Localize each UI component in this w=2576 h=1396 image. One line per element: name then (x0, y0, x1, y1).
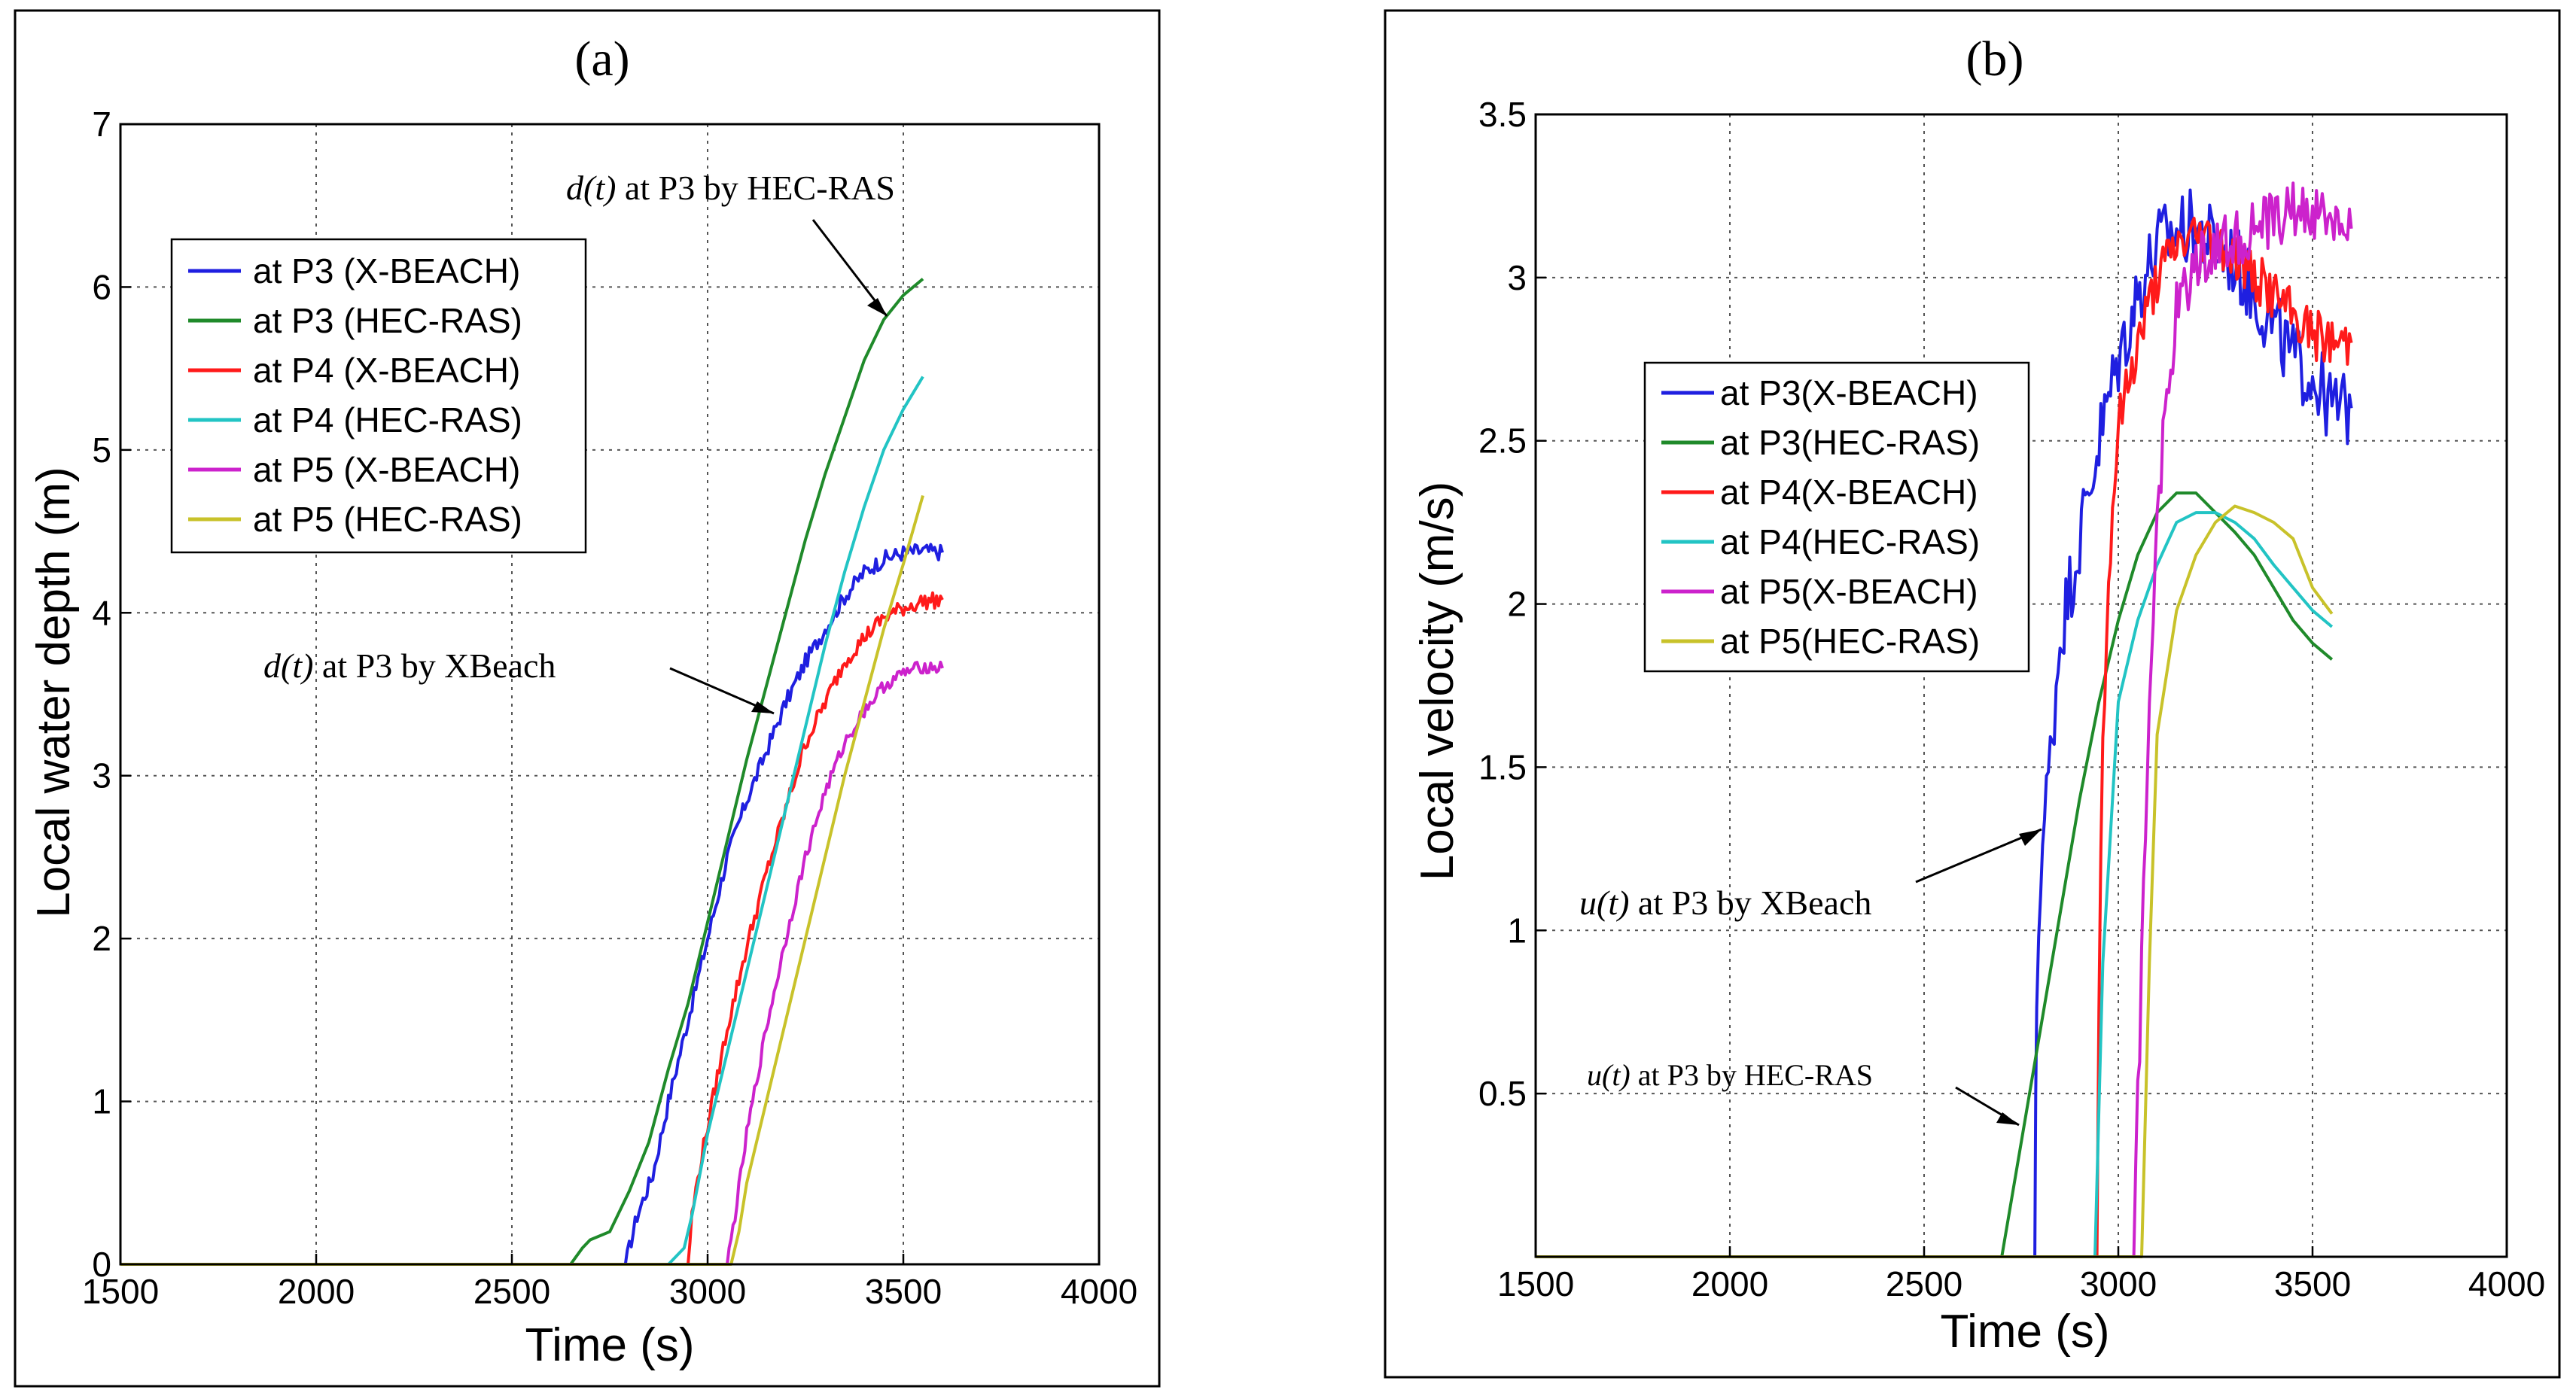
legend-label: at P4 (X-BEACH) (253, 351, 520, 390)
x-tick-label: 3000 (2080, 1264, 2157, 1303)
panel-a-y-ticks: 0 1 2 3 4 5 6 7 (92, 105, 131, 1284)
panel-a-annotation-hecras: d(t) at P3 by HEC-RAS (566, 169, 895, 317)
y-tick-label: 2.5 (1478, 421, 1527, 461)
annotation-text: at P3 by HEC-RAS (616, 169, 895, 207)
panel-a-x-label: Time (s) (525, 1319, 695, 1371)
panel-a-legend-box (170, 238, 587, 554)
y-tick-label: 3 (92, 756, 111, 795)
panel-a-series (120, 278, 944, 1266)
panel-a-frame (14, 9, 1161, 1388)
annotation-arrow-head (2019, 829, 2042, 846)
series-line-at-p5-x-beach (120, 660, 944, 1266)
annotation-text: at P3 by HEC-RAS (1631, 1058, 1873, 1092)
x-tick-label: 1500 (82, 1272, 159, 1311)
x-tick-label: 1500 (1497, 1264, 1574, 1303)
series-line-at-p3-hec-ras (120, 278, 924, 1266)
panel-b-annotation-xbeach: u(t) at P3 by XBeach (1579, 828, 2042, 922)
series-line-at-p4-x-beach (1536, 217, 2353, 1258)
legend-label: at P3(HEC-RAS) (1720, 423, 1980, 462)
y-tick-label: 0 (92, 1245, 111, 1284)
annotation-arrow-head (1996, 1112, 2019, 1125)
x-tick-label: 3500 (2274, 1264, 2351, 1303)
panel-a: (a) 1500 2000 2500 3000 3500 4000 0 1 2 3 4 5 6 7 Ti… (14, 9, 1161, 1388)
legend-label: at P5(X-BEACH) (1720, 572, 1978, 611)
y-tick-label: 3 (1507, 258, 1527, 297)
x-tick-label: 3000 (669, 1272, 746, 1311)
x-tick-label: 3500 (865, 1272, 942, 1311)
panel-b-title: (b) (1966, 32, 2024, 87)
panel-a-annotation-xbeach: d(t) at P3 by XBeach (263, 646, 775, 715)
panel-b-grid (1536, 114, 2507, 1257)
panel-a-grid (120, 124, 1099, 1264)
panel-b-axes-box (1534, 113, 2508, 1258)
x-tick-label: 4000 (2468, 1264, 2545, 1303)
panel-a-y-label: Local water depth (m) (28, 467, 80, 918)
y-tick-label: 0.5 (1478, 1074, 1527, 1113)
x-tick-label: 2500 (1886, 1264, 1962, 1303)
panel-b-legend-box (1643, 361, 2030, 673)
panel-a-legend: at P3 (X-BEACH) at P3 (HEC-RAS) at P4 (X-B… (170, 238, 587, 554)
y-tick-label: 7 (92, 105, 111, 144)
legend-label: at P5(HEC-RAS) (1720, 622, 1980, 661)
legend-label: at P4 (HEC-RAS) (253, 400, 522, 439)
x-tick-label: 2000 (278, 1272, 355, 1311)
svg-text:d(t) at P3 by XBeach: d(t) at P3 by XBeach (263, 646, 556, 685)
panel-b-series (1536, 181, 2353, 1258)
y-tick-label: 1.5 (1478, 747, 1527, 786)
svg-text:u(t) at P3 by XBeach: u(t) at P3 by XBeach (1579, 884, 1871, 922)
y-tick-label: 6 (92, 267, 111, 306)
y-tick-label: 3.5 (1478, 95, 1527, 134)
legend-label: at P3 (X-BEACH) (253, 251, 520, 290)
panel-b-y-label: Local velocity (m/s) (1411, 482, 1463, 881)
legend-label: at P5 (X-BEACH) (253, 450, 520, 489)
panel-b-frame (1384, 9, 2561, 1379)
panel-b-annotation-hecras: u(t) at P3 by HEC-RAS (1587, 1058, 2020, 1127)
panel-b-x-label: Time (s) (1941, 1306, 2110, 1358)
series-line-at-p5-x-beach (1536, 181, 2353, 1258)
legend-label: at P3(X-BEACH) (1720, 373, 1978, 412)
series-line-at-p3-x-beach (120, 543, 944, 1266)
annotation-text: at P3 by XBeach (1629, 884, 1871, 922)
y-tick-label: 2 (1507, 585, 1527, 624)
legend-label: at P5 (HEC-RAS) (253, 500, 522, 539)
panel-b-y-ticks: 0.5 1 1.5 2 2.5 3 3.5 (1478, 95, 1546, 1113)
y-tick-label: 1 (92, 1082, 111, 1121)
panel-b-x-ticks: 1500 2000 2500 3000 3500 4000 (1497, 1246, 2545, 1303)
panel-a-x-ticks: 1500 2000 2500 3000 3500 4000 (82, 1254, 1137, 1311)
legend-label: at P3 (HEC-RAS) (253, 301, 522, 340)
series-line-at-p5-hec-ras (120, 494, 924, 1266)
x-tick-label: 2000 (1691, 1264, 1768, 1303)
y-tick-label: 2 (92, 919, 111, 958)
annotation-arrow-head (751, 701, 774, 713)
panel-b: (b) 1500 2000 2500 3000 3500 4000 0.5 1 1.5 2 2.5… (1384, 9, 2561, 1379)
svg-text:d(t) at P3 by HEC-RAS: d(t) at P3 by HEC-RAS (566, 169, 895, 207)
series-line-at-p4-x-beach (120, 591, 944, 1266)
x-tick-label: 2500 (473, 1272, 550, 1311)
series-line-at-p4-hec-ras (1536, 511, 2334, 1258)
annotation-italic: d(t) (566, 169, 616, 207)
annotation-italic: u(t) (1587, 1058, 1631, 1092)
x-tick-label: 4000 (1061, 1272, 1137, 1311)
series-line-at-p5-hec-ras (1536, 504, 2334, 1258)
panel-b-legend: at P3(X-BEACH) at P3(HEC-RAS) at P4(X-BEAC… (1643, 361, 2030, 673)
y-tick-label: 1 (1507, 911, 1527, 950)
series-line-at-p4-hec-ras (120, 376, 924, 1266)
legend-label: at P4(HEC-RAS) (1720, 522, 1980, 561)
y-tick-label: 4 (92, 593, 111, 632)
annotation-italic: d(t) (263, 646, 313, 685)
panel-a-axes-box (119, 123, 1101, 1266)
annotation-arrow-head (867, 298, 887, 316)
svg-text:u(t) at P3 by HEC-RAS: u(t) at P3 by HEC-RAS (1587, 1058, 1873, 1092)
annotation-arrow-line (811, 219, 888, 317)
panel-a-title: (a) (574, 32, 629, 87)
annotation-arrow-line (1915, 828, 2042, 884)
legend-label: at P4(X-BEACH) (1720, 473, 1978, 512)
annotation-italic: u(t) (1579, 884, 1629, 922)
annotation-text: at P3 by XBeach (313, 646, 556, 685)
y-tick-label: 5 (92, 430, 111, 470)
